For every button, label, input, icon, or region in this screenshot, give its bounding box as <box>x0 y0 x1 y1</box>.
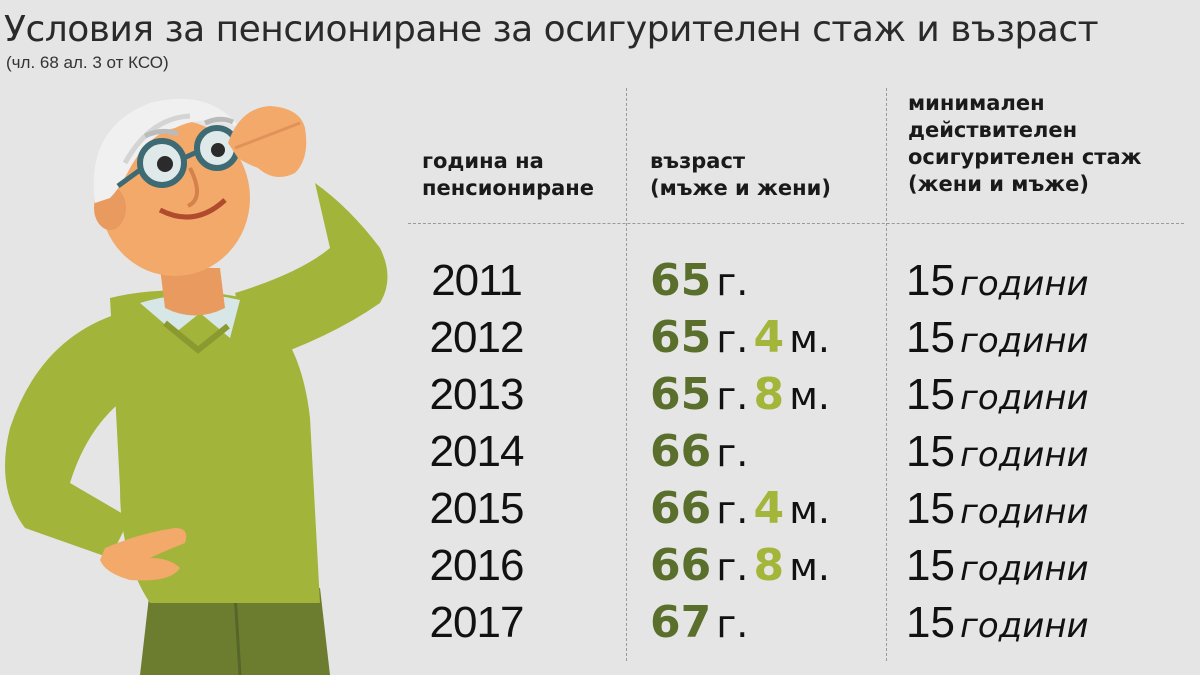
elderly-man-with-glasses-icon <box>5 98 388 675</box>
service-cell: 15 години <box>906 541 1089 590</box>
column-divider <box>886 88 887 661</box>
age-cell: 65 г. 4 м. <box>650 312 830 363</box>
table-row: 2013 65 г. 8 м. 15 години <box>408 366 1184 423</box>
service-cell: 15 години <box>906 313 1089 362</box>
header-age: възраст (мъже и жени) <box>650 149 831 200</box>
column-divider <box>626 88 627 661</box>
table-row: 2011 65 г. 15 години <box>408 252 1184 309</box>
service-cell: 15 години <box>906 427 1089 476</box>
year-cell: 2017 <box>429 598 525 647</box>
year-cell: 2015 <box>429 484 525 533</box>
age-cell: 66 г. <box>650 426 749 477</box>
age-cell: 65 г. <box>650 255 749 306</box>
page-title: Условия за пенсиониране за осигурителен … <box>4 9 1099 50</box>
page-subtitle: (чл. 68 ал. 3 от КСО) <box>6 53 169 72</box>
service-cell: 15 години <box>906 484 1089 533</box>
table-row: 2014 66 г. 15 години <box>408 423 1184 480</box>
year-cell: 2012 <box>429 313 525 362</box>
year-cell: 2013 <box>429 370 525 419</box>
age-cell: 65 г. 8 м. <box>650 369 830 420</box>
table-row: 2015 66 г. 4 м. 15 години <box>408 480 1184 537</box>
table-row: 2012 65 г. 4 м. 15 години <box>408 309 1184 366</box>
year-cell: 2011 <box>431 256 523 305</box>
year-cell: 2016 <box>429 541 525 590</box>
table-row: 2016 66 г. 8 м. 15 години <box>408 537 1184 594</box>
service-cell: 15 години <box>906 598 1089 647</box>
service-cell: 15 години <box>906 256 1089 305</box>
retirement-table: година на пенсиониране възраст (мъже и ж… <box>408 88 1184 675</box>
header-divider <box>408 223 1184 224</box>
age-cell: 66 г. 8 м. <box>650 540 830 591</box>
year-cell: 2014 <box>429 427 525 476</box>
service-cell: 15 години <box>906 370 1089 419</box>
table-row: 2017 67 г. 15 години <box>408 594 1184 651</box>
age-cell: 66 г. 4 м. <box>650 483 830 534</box>
header-year: година на пенсиониране <box>422 149 595 200</box>
header-service: минимален действителен осигурителен стаж… <box>908 91 1142 196</box>
age-cell: 67 г. <box>650 597 749 648</box>
